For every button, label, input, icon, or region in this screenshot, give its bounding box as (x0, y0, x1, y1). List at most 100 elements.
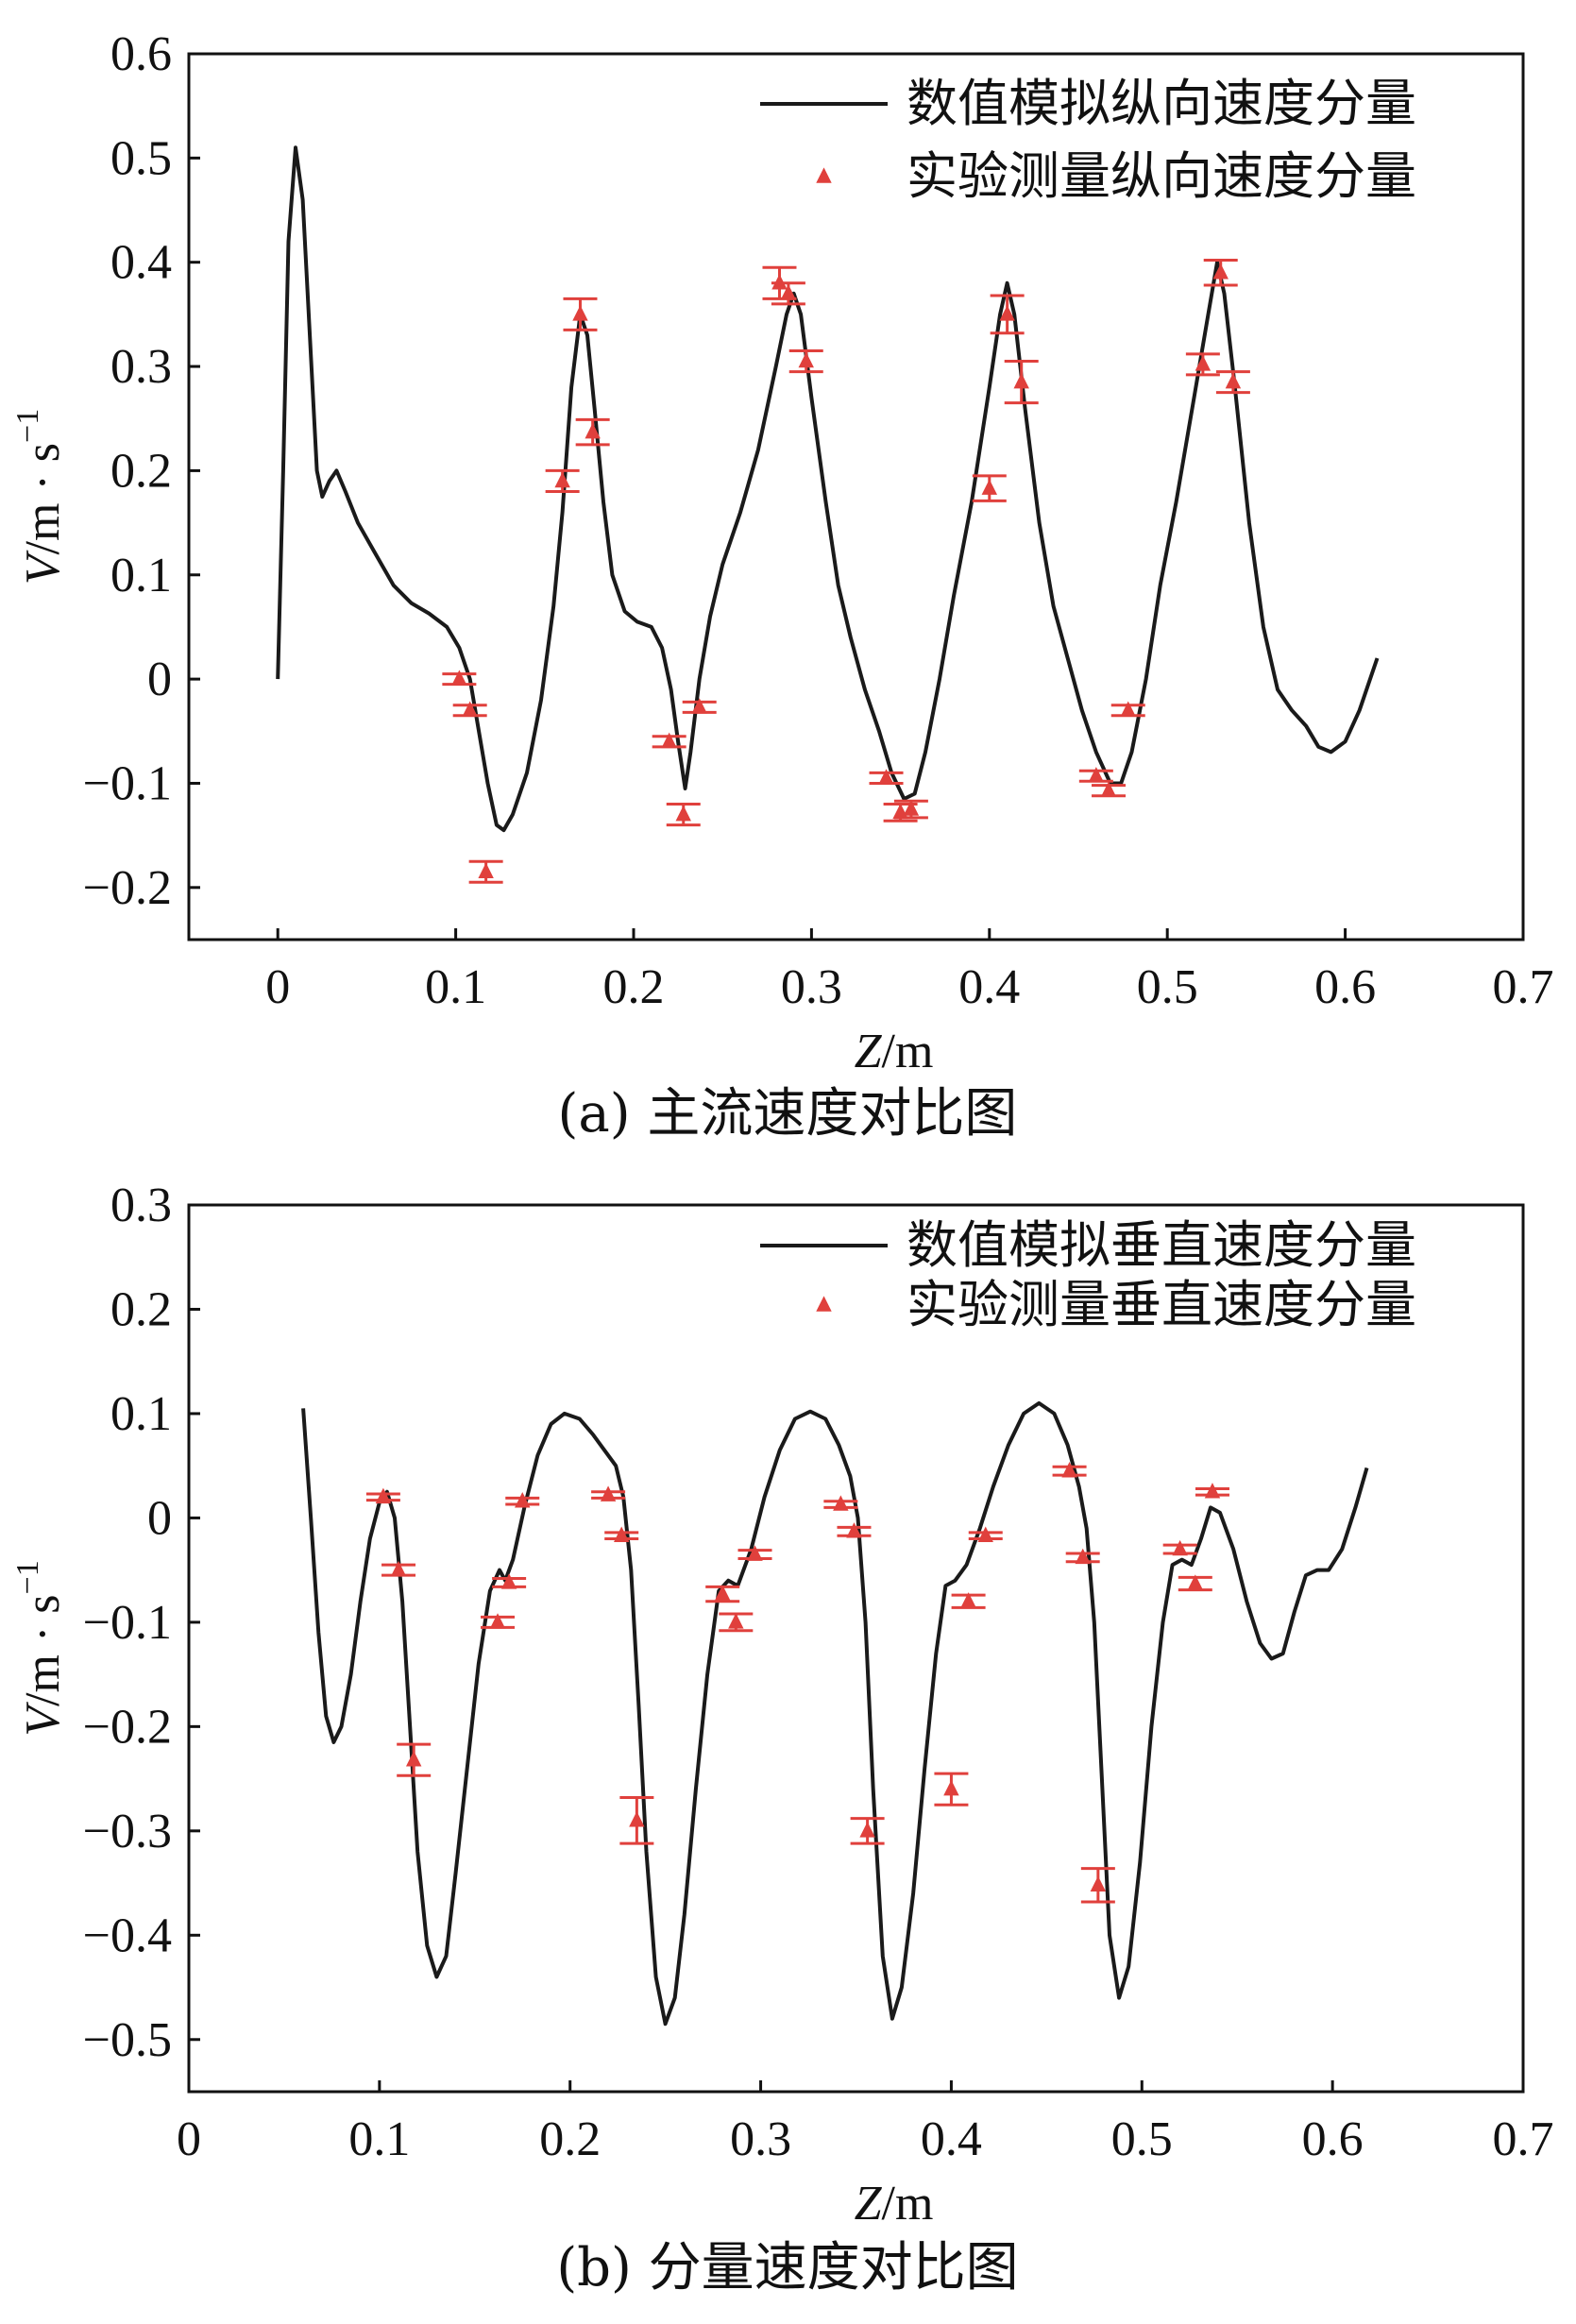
triangle-marker (846, 1522, 862, 1538)
legend-label-experiment: 实验测量纵向速度分量 (907, 146, 1416, 206)
triangle-marker (554, 471, 570, 488)
figure-caption: (a) 主流速度对比图 (558, 1083, 1018, 1145)
x-axis-unit: /m (882, 2177, 934, 2231)
x-tick-label: 0.2 (603, 960, 665, 1014)
triangle-marker (1120, 701, 1136, 717)
triangle-marker (1100, 781, 1117, 797)
experiment-point (934, 1772, 969, 1807)
experiment-point (788, 349, 823, 374)
triangle-marker (572, 305, 588, 321)
experiment-point (1110, 701, 1145, 718)
experiment-point (1162, 1539, 1197, 1556)
plot-frame (187, 1203, 1525, 2094)
experiment-point (1004, 360, 1039, 405)
triangle-marker (1013, 372, 1029, 389)
experiment-point (545, 468, 580, 493)
triangle-marker (859, 1822, 875, 1838)
experiment-point (481, 1613, 516, 1629)
triangle-marker (1061, 1462, 1077, 1478)
y-tick-label: −0.3 (83, 1805, 172, 1858)
experiment-point (1078, 767, 1113, 783)
y-tick-label: −0.1 (83, 756, 172, 810)
triangle-marker (1088, 767, 1105, 783)
triangle-marker (977, 1526, 993, 1542)
x-tick-label: 0.5 (1137, 960, 1198, 1014)
y-tick-label: 0.1 (110, 549, 172, 602)
experiment-point (452, 701, 487, 718)
triangle-marker (515, 1492, 531, 1508)
y-tick-label: 0.3 (110, 340, 172, 394)
y-tick-label: −0.5 (83, 2013, 172, 2067)
experiment-point (381, 1560, 416, 1577)
y-axis-title: V/m · s−1 (10, 1560, 70, 1736)
legend-label-simulation: 数值模拟纵向速度分量 (907, 74, 1416, 133)
experiment-point (468, 859, 503, 884)
experiment-point (893, 799, 928, 820)
triangle-marker (585, 422, 601, 439)
x-tick-label: 0.5 (1111, 2112, 1173, 2166)
triangle-marker (833, 1495, 849, 1511)
experiment-point (1052, 1462, 1087, 1478)
experiment-point (619, 1795, 654, 1845)
x-tick-label: 0.4 (921, 2112, 982, 2166)
x-tick-label: 0.2 (539, 2112, 601, 2166)
experiment-point (604, 1526, 639, 1542)
experiment-point (719, 1612, 754, 1633)
simulation-line (301, 1400, 1369, 2027)
y-tick-label: 0.2 (110, 444, 172, 498)
x-axis-unit: /m (882, 1025, 934, 1078)
experiment-point (442, 670, 477, 687)
experiment-point (951, 1592, 986, 1609)
experiment-point (397, 1742, 432, 1777)
chart-b: 0 0.1 0.2 0.3 0.4 0.5 0.6 0.7 −0.5 −0.4 −0.3 −0.2 −0… (10, 1179, 1554, 2299)
experiment-point (575, 417, 610, 447)
experiment-point (1178, 1574, 1212, 1592)
y-tick-label: 0.5 (110, 131, 172, 185)
experiment-point (837, 1522, 872, 1538)
figure-caption: (b) 分量速度对比图 (556, 2237, 1018, 2299)
y-tick-label: −0.4 (83, 1908, 172, 1962)
triangle-marker (478, 862, 494, 879)
x-tick-label: 0.6 (1302, 2112, 1364, 2166)
y-tick-label: 0.1 (110, 1387, 172, 1441)
y-axis-unit: /m · s (16, 1594, 70, 1705)
x-tick-label: 0.4 (958, 960, 1020, 1014)
triangle-marker (981, 479, 998, 495)
experiment-point (1065, 1548, 1100, 1565)
triangle-marker (1075, 1548, 1091, 1565)
y-axis-unit: /m · s (16, 443, 70, 554)
triangle-marker (1212, 263, 1229, 280)
x-tick-label: 0.3 (781, 960, 842, 1014)
y-tick-label: 0 (147, 653, 172, 706)
triangle-marker (489, 1613, 506, 1629)
experiment-point (652, 732, 686, 749)
triangle-marker (675, 805, 691, 822)
experiment-point (850, 1817, 885, 1845)
y-tick-label: −0.2 (83, 861, 172, 915)
experiment-point (492, 1573, 527, 1589)
triangle-marker (405, 1751, 422, 1767)
x-axis-var: Z (855, 1025, 883, 1078)
triangle-marker (691, 698, 707, 714)
y-tick-label: −0.1 (83, 1596, 172, 1650)
simulation-line (276, 145, 1380, 833)
x-axis-title: Z/m (855, 2177, 934, 2231)
triangle-marker (780, 284, 797, 300)
y-tick-label: 0.6 (110, 27, 172, 81)
x-tick-label: 0.1 (425, 960, 486, 1014)
triangle-marker (1195, 355, 1212, 371)
experiment-point (591, 1485, 626, 1501)
x-tick-label: 0 (177, 2112, 201, 2166)
experiment-point (563, 297, 598, 331)
experiment-point (968, 1526, 1003, 1542)
triangle-marker (600, 1485, 617, 1501)
triangle-marker (798, 351, 814, 368)
y-tick-label: 0.2 (110, 1282, 172, 1336)
chart-a: 0 0.1 0.2 0.3 0.4 0.5 0.6 0.7 −0.2 −0.1 0 0.1 0.2 0.3… (10, 27, 1554, 1145)
triangle-marker (661, 732, 677, 749)
triangle-marker (714, 1585, 731, 1601)
triangle-marker (903, 800, 920, 816)
x-axis-title: Z/m (855, 1025, 934, 1078)
triangle-marker (999, 305, 1015, 321)
